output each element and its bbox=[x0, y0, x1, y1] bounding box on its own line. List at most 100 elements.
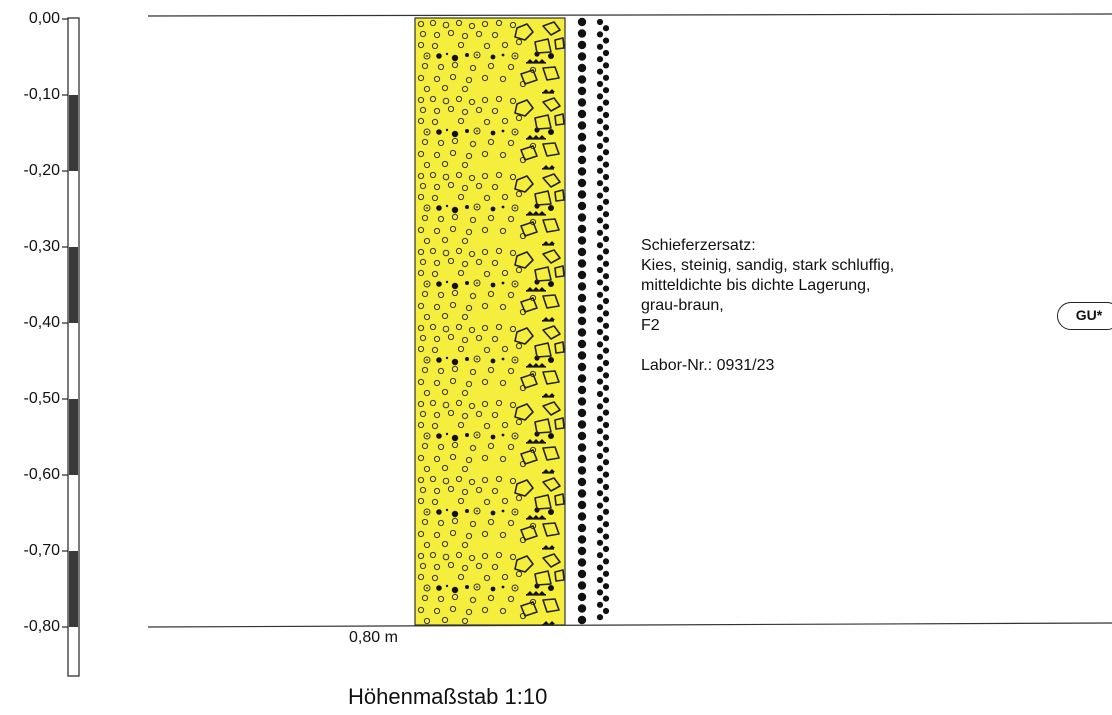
layer-depth-label: 0,80 m bbox=[349, 629, 398, 646]
consistency-dot bbox=[596, 477, 604, 484]
consistency-dot bbox=[596, 502, 604, 509]
consistency-dot bbox=[602, 570, 610, 577]
consistency-dot bbox=[602, 87, 610, 94]
consistency-dot bbox=[596, 527, 604, 534]
consistency-dot bbox=[602, 273, 610, 280]
consistency-dot bbox=[602, 372, 610, 379]
consistency-dot bbox=[596, 428, 604, 435]
consistency-dot bbox=[602, 124, 610, 131]
consistency-dot bbox=[577, 604, 587, 613]
consistency-dot bbox=[596, 266, 604, 274]
consistency-dot bbox=[602, 198, 610, 205]
consistency-dot bbox=[602, 310, 610, 317]
consistency-dot bbox=[596, 564, 604, 571]
consistency-dot bbox=[577, 351, 587, 360]
consistency-dot bbox=[577, 132, 587, 142]
consistency-dot bbox=[596, 552, 604, 559]
consistency-dot bbox=[577, 362, 587, 372]
consistency-dot bbox=[602, 297, 610, 305]
consistency-dot bbox=[596, 43, 604, 50]
consistency-dot bbox=[602, 496, 610, 503]
soil-class-badge: GU* bbox=[1057, 302, 1112, 330]
consistency-dot bbox=[577, 98, 587, 107]
consistency-dot bbox=[602, 37, 610, 44]
lab-number: Labor-Nr.: 0931/23 bbox=[641, 357, 775, 374]
consistency-dot bbox=[602, 508, 610, 515]
ruler-segment-dark bbox=[69, 247, 78, 323]
consistency-dot bbox=[577, 17, 587, 27]
ruler-segment-dark bbox=[69, 551, 78, 627]
consistency-dot bbox=[596, 229, 604, 236]
consistency-dot bbox=[602, 471, 610, 478]
consistency-dot bbox=[602, 607, 610, 615]
consistency-dot bbox=[602, 173, 610, 181]
consistency-dot bbox=[602, 99, 610, 106]
consistency-dot bbox=[577, 477, 587, 487]
consistency-dot bbox=[602, 397, 610, 404]
consistency-dot bbox=[602, 533, 610, 540]
consistency-dot bbox=[602, 459, 610, 466]
soil-layer-column bbox=[414, 17, 566, 626]
consistency-dot bbox=[577, 75, 587, 84]
consistency-dot bbox=[602, 335, 610, 342]
consistency-dot bbox=[577, 535, 587, 544]
consistency-dot bbox=[596, 242, 604, 249]
consistency-dot bbox=[602, 545, 610, 553]
consistency-dot bbox=[577, 121, 587, 130]
consistency-dot bbox=[596, 465, 604, 472]
layer-description: Schieferzersatz: Kies, steinig, sandig, … bbox=[641, 236, 894, 376]
consistency-dot bbox=[596, 80, 604, 88]
top-boundary-line bbox=[147, 13, 1112, 17]
consistency-dot bbox=[577, 316, 587, 326]
depth-tick-label: -0,50 bbox=[23, 390, 60, 407]
consistency-dot bbox=[577, 408, 587, 418]
consistency-dot bbox=[577, 109, 587, 119]
consistency-dot bbox=[596, 105, 604, 112]
consistency-dot bbox=[577, 144, 587, 153]
consistency-dot bbox=[577, 190, 587, 199]
consistency-dot bbox=[602, 62, 610, 69]
consistency-dot bbox=[602, 595, 610, 602]
consistency-dot bbox=[596, 56, 604, 63]
consistency-dot bbox=[596, 576, 604, 584]
consistency-dot bbox=[596, 204, 604, 212]
consistency-dot bbox=[602, 421, 610, 429]
consistency-dot bbox=[596, 192, 604, 199]
consistency-dot bbox=[602, 446, 610, 453]
consistency-dot bbox=[577, 259, 587, 268]
consistency-dot bbox=[602, 186, 610, 193]
consistency-dot bbox=[577, 569, 587, 579]
consistency-dot bbox=[596, 167, 604, 174]
consistency-dot bbox=[577, 466, 587, 475]
consistency-dot bbox=[577, 431, 587, 441]
consistency-dot bbox=[602, 161, 610, 168]
consistency-dot bbox=[577, 63, 587, 73]
ruler-segment-dark bbox=[69, 95, 78, 171]
description-line: Schieferzersatz: bbox=[641, 237, 756, 254]
consistency-dot bbox=[596, 378, 604, 385]
consistency-dot bbox=[602, 359, 610, 367]
depth-tick-label: -0,30 bbox=[23, 238, 60, 255]
consistency-dot bbox=[602, 136, 610, 143]
consistency-dot bbox=[602, 74, 610, 81]
consistency-dot bbox=[596, 217, 604, 224]
consistency-dot bbox=[596, 601, 604, 608]
consistency-dot bbox=[596, 514, 604, 522]
dense-consistency-symbol-column bbox=[577, 17, 587, 625]
consistency-dot bbox=[602, 235, 610, 243]
consistency-dot bbox=[577, 558, 587, 567]
consistency-dot bbox=[602, 260, 610, 267]
depth-tick-label: -0,70 bbox=[23, 542, 60, 559]
depth-tick-label: -0,40 bbox=[23, 314, 60, 331]
consistency-dot bbox=[596, 490, 604, 497]
consistency-dot bbox=[596, 279, 604, 286]
consistency-dot bbox=[577, 293, 587, 303]
consistency-dot bbox=[596, 440, 604, 447]
consistency-dot bbox=[577, 167, 587, 176]
description-line: mitteldichte bis dichte Lagerung, bbox=[641, 277, 871, 294]
depth-tick-label: -0,60 bbox=[23, 466, 60, 483]
consistency-dot bbox=[577, 224, 587, 234]
consistency-dot bbox=[577, 29, 587, 38]
consistency-dot bbox=[602, 49, 610, 57]
consistency-dot bbox=[596, 415, 604, 422]
